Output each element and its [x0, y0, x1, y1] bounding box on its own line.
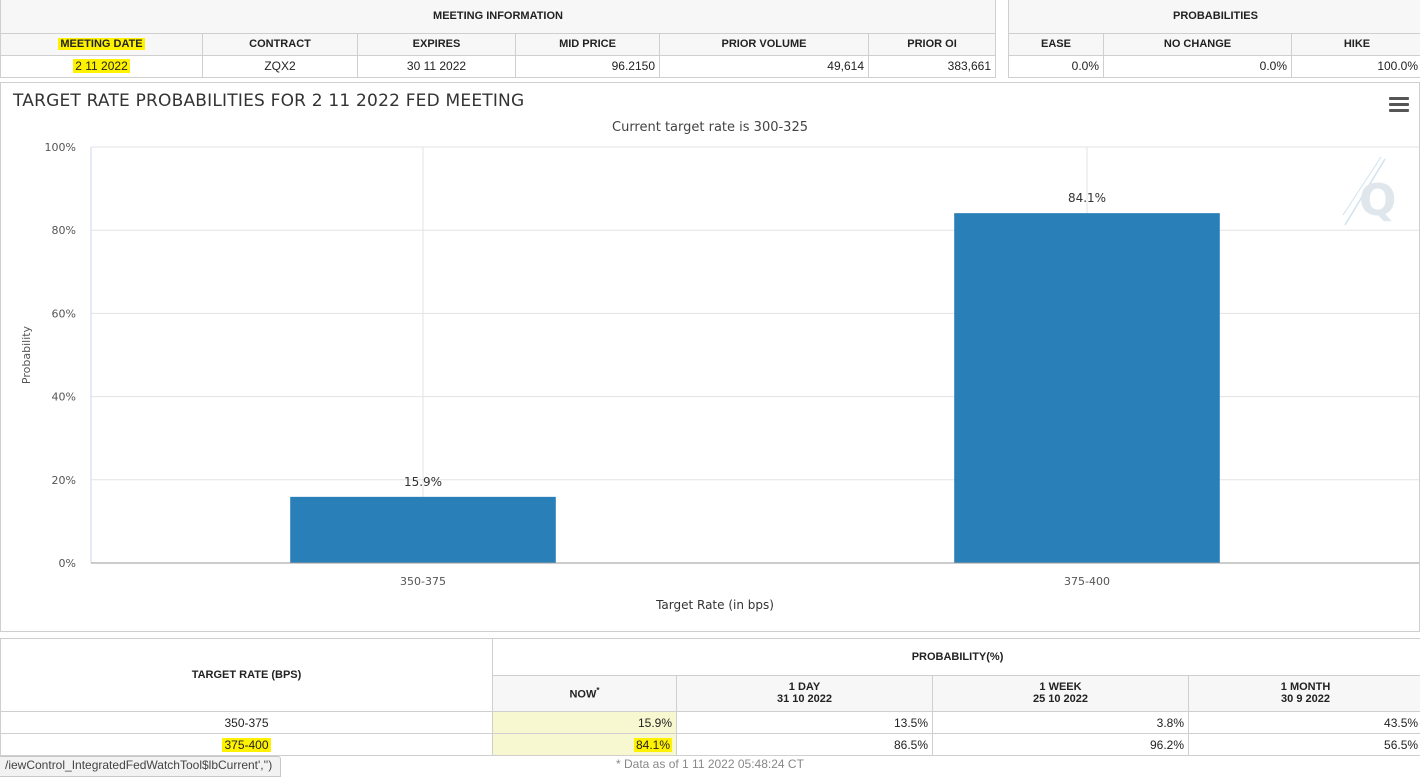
- chart-panel: 0% 20% 40% 60% 80% 100% 15.9% 350-375 84.1% 375-4…: [0, 82, 1420, 632]
- prior-oi-cell: 383,661: [869, 55, 996, 77]
- meeting-info-title: MEETING INFORMATION: [1, 0, 996, 33]
- x-axis-title: Target Rate (in bps): [655, 598, 774, 612]
- col-ease[interactable]: EASE: [1009, 33, 1104, 55]
- probabilities-table: PROBABILITIES EASE NO CHANGE HIKE 0.0% 0…: [1008, 0, 1420, 78]
- y-tick-label: 80%: [52, 224, 76, 237]
- y-tick-label: 40%: [52, 391, 76, 404]
- month-cell: 43.5%: [1189, 712, 1420, 734]
- col-expires[interactable]: EXPIRES: [358, 33, 516, 55]
- col-contract[interactable]: CONTRACT: [203, 33, 358, 55]
- bar-chart: 0% 20% 40% 60% 80% 100% 15.9% 350-375 84.1% 375-4…: [1, 83, 1419, 631]
- table-row: 375-400 84.1% 86.5% 96.2% 56.5%: [1, 734, 1420, 756]
- col-mid-price[interactable]: MID PRICE: [516, 33, 660, 55]
- rate-cell: 375-400: [1, 734, 493, 756]
- col-no-change[interactable]: NO CHANGE: [1104, 33, 1292, 55]
- no-change-cell: 0.0%: [1104, 55, 1292, 77]
- col-now[interactable]: NOW*: [493, 675, 677, 712]
- now-cell: 15.9%: [493, 712, 677, 734]
- prior-volume-cell: 49,614: [660, 55, 869, 77]
- chart-title: TARGET RATE PROBABILITIES FOR 2 11 2022 …: [13, 91, 524, 111]
- meeting-info-table: MEETING INFORMATION MEETING DATE CONTRAC…: [0, 0, 996, 78]
- week-cell: 96.2%: [933, 734, 1189, 756]
- data-timestamp-note: * Data as of 1 11 2022 05:48:24 CT: [616, 757, 804, 771]
- month-cell: 56.5%: [1189, 734, 1420, 756]
- col-prior-volume[interactable]: PRIOR VOLUME: [660, 33, 869, 55]
- mid-price-cell: 96.2150: [516, 55, 660, 77]
- bar: [290, 497, 556, 563]
- now-cell: 84.1%: [493, 734, 677, 756]
- y-axis-title: Probability: [20, 325, 33, 384]
- rate-cell: 350-375: [1, 712, 493, 734]
- x-tick-label: 350-375: [400, 575, 446, 588]
- col-prior-oi[interactable]: PRIOR OI: [869, 33, 996, 55]
- x-tick-label: 375-400: [1064, 575, 1110, 588]
- y-tick-label: 0%: [59, 557, 76, 570]
- chart-subtitle: Current target rate is 300-325: [1, 120, 1419, 135]
- ease-cell: 0.0%: [1009, 55, 1104, 77]
- table-row: 350-375 15.9% 13.5% 3.8% 43.5%: [1, 712, 1420, 734]
- expires-cell: 30 11 2022: [358, 55, 516, 77]
- day-cell: 13.5%: [677, 712, 933, 734]
- hike-cell: 100.0%: [1292, 55, 1420, 77]
- col-meeting-date[interactable]: MEETING DATE: [1, 33, 203, 55]
- hamburger-menu-icon[interactable]: [1389, 97, 1409, 113]
- meeting-date-cell: 2 11 2022: [1, 55, 203, 77]
- col-hike[interactable]: HIKE: [1292, 33, 1420, 55]
- probabilities-title: PROBABILITIES: [1009, 0, 1420, 33]
- watermark-letter: Q: [1359, 175, 1396, 226]
- y-tick-label: 20%: [52, 474, 76, 487]
- day-cell: 86.5%: [677, 734, 933, 756]
- bar-value-label: 84.1%: [1068, 191, 1106, 205]
- bar-value-label: 15.9%: [404, 475, 442, 489]
- target-rate-table: TARGET RATE (BPS) PROBABILITY(%) NOW* 1 …: [0, 638, 1420, 756]
- y-tick-label: 60%: [52, 307, 76, 320]
- y-tick-label: 100%: [45, 141, 76, 154]
- week-cell: 3.8%: [933, 712, 1189, 734]
- bar: [954, 213, 1220, 563]
- target-rate-header: TARGET RATE (BPS): [1, 639, 493, 712]
- cme-q-watermark-icon: Q: [1341, 155, 1401, 235]
- probability-header: PROBABILITY(%): [493, 639, 1420, 676]
- contract-cell: ZQX2: [203, 55, 358, 77]
